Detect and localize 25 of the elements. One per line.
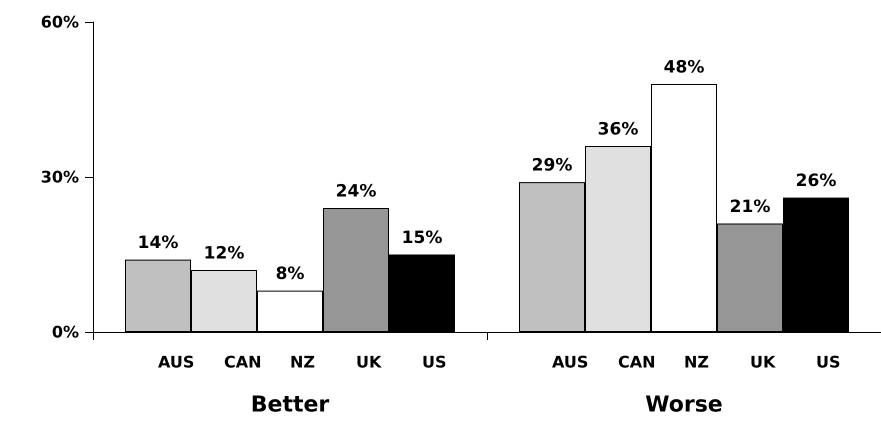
series-label: US: [422, 352, 447, 372]
series-label: UK: [356, 352, 382, 372]
data-label: 14%: [138, 233, 178, 254]
data-label: 26%: [796, 171, 836, 192]
y-tick-label: 30%: [40, 168, 79, 186]
data-label: 24%: [336, 182, 376, 202]
data-label: 12%: [204, 244, 244, 264]
text: US: [816, 352, 841, 372]
text: CAN: [618, 352, 656, 372]
x-tick-label: Worse: [645, 392, 723, 418]
data-label: 21%: [730, 197, 770, 217]
data-label: 8%: [276, 264, 304, 284]
series-label: NZ: [290, 352, 315, 372]
series-label: CAN: [224, 352, 262, 372]
data-label: 36%: [598, 120, 638, 140]
text: NZ: [684, 352, 709, 372]
y-tick-label: 0%: [52, 322, 79, 342]
data-label: 48%: [664, 58, 704, 78]
data-label: 15%: [402, 228, 442, 248]
data-label: 29%: [532, 156, 572, 176]
x-tick-label: Better: [250, 392, 330, 418]
text: UK: [750, 352, 776, 372]
y-tick-label: 60%: [40, 12, 79, 32]
series-label: AUS: [158, 352, 194, 372]
text: AUS: [552, 352, 588, 372]
